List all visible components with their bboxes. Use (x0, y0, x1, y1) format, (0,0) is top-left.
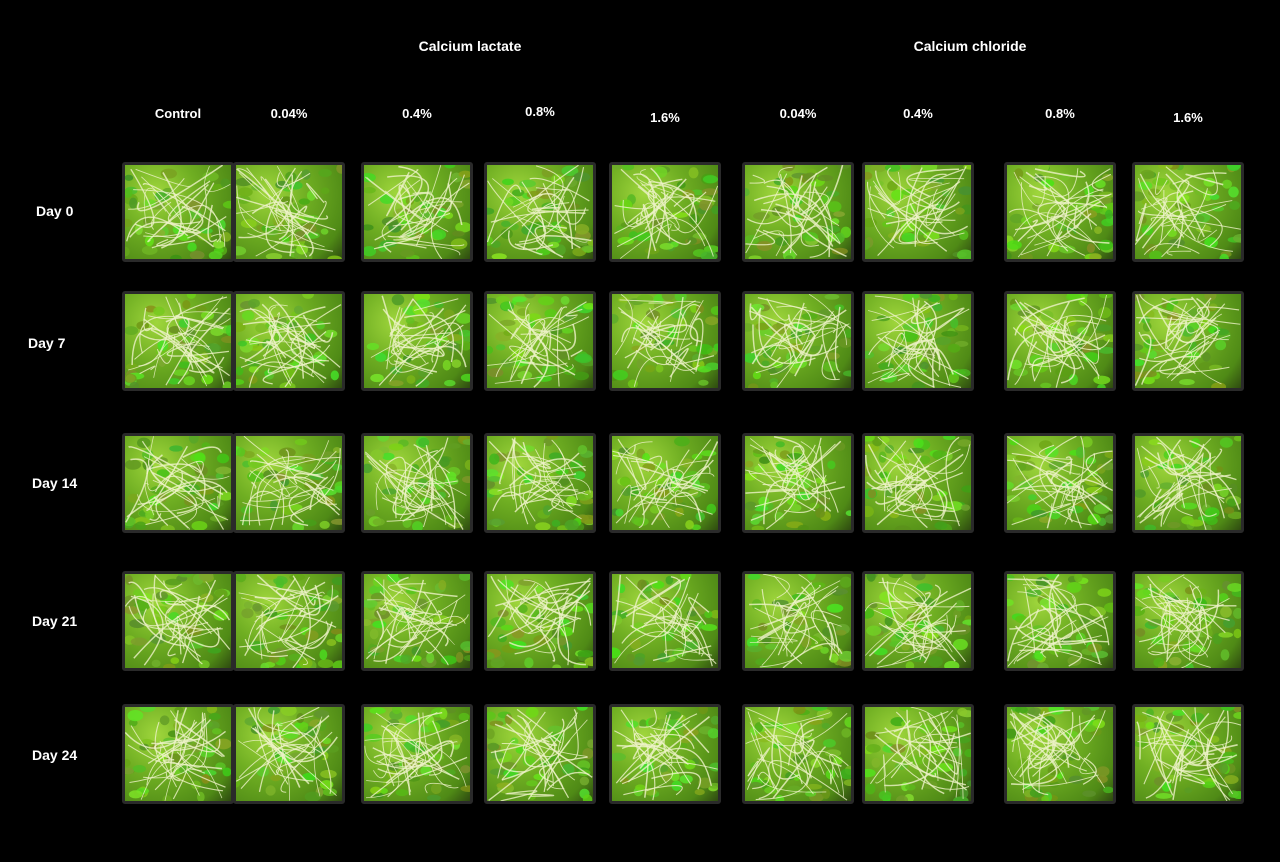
sprout-tray-photo (361, 291, 473, 391)
row-label: Day 21 (32, 613, 78, 629)
column-label: 0.8% (1045, 106, 1075, 121)
sprout-tray-photo (862, 704, 974, 804)
sprout-tray-photo (609, 162, 721, 262)
column-label: 0.4% (903, 106, 933, 121)
column-label: 0.04% (270, 106, 308, 121)
sprout-tray-photo (484, 433, 596, 533)
sprout-tray-photo (233, 291, 345, 391)
column-label: 1.6% (1173, 110, 1203, 125)
sprout-tray-photo (609, 571, 721, 671)
sprout-tray-photo (1132, 291, 1244, 391)
sprout-tray-photo (122, 291, 234, 391)
sprout-tray-photo (233, 433, 345, 533)
sprout-tray-photo (484, 162, 596, 262)
sprout-tray-photo (1004, 571, 1116, 671)
sprout-tray-photo (122, 162, 234, 262)
sprout-tray-photo (233, 704, 345, 804)
sprout-tray-photo (484, 291, 596, 391)
row-label: Day 24 (32, 747, 78, 763)
sprout-tray-photo (1004, 291, 1116, 391)
sprout-tray-photo (1132, 162, 1244, 262)
sprout-tray-photo (233, 571, 345, 671)
group-label-calcium-lactate: Calcium lactate (418, 38, 522, 54)
column-label: 0.8% (525, 104, 555, 119)
row-label: Day 14 (32, 475, 78, 491)
sprout-tray-photo (1004, 433, 1116, 533)
column-label: 0.4% (402, 106, 432, 121)
column-label: 1.6% (650, 110, 680, 125)
sprout-tray-photo (122, 704, 234, 804)
sprout-tray-photo (1004, 162, 1116, 262)
sprout-tray-photo (361, 571, 473, 671)
sprout-tray-photo (122, 571, 234, 671)
column-label: Control (154, 106, 202, 121)
sprout-tray-photo (862, 291, 974, 391)
sprout-tray-photo (361, 704, 473, 804)
sprout-tray-photo (1132, 433, 1244, 533)
sprout-tray-photo (484, 704, 596, 804)
sprout-tray-photo (609, 704, 721, 804)
sprout-tray-photo (484, 571, 596, 671)
sprout-tray-photo (742, 162, 854, 262)
sprout-tray-photo (1132, 704, 1244, 804)
sprout-tray-photo (862, 162, 974, 262)
sprout-tray-photo (742, 433, 854, 533)
sprout-tray-photo (122, 433, 234, 533)
sprout-tray-photo (609, 291, 721, 391)
column-label: 0.04% (779, 106, 817, 121)
row-label: Day 7 (28, 335, 66, 351)
sprout-tray-photo (862, 433, 974, 533)
sprout-tray-photo (1004, 704, 1116, 804)
sprout-tray-photo (862, 571, 974, 671)
sprout-tray-photo (742, 291, 854, 391)
sprout-tray-photo (1132, 571, 1244, 671)
sprout-tray-photo (742, 571, 854, 671)
row-label: Day 0 (36, 203, 74, 219)
sprout-tray-photo (609, 433, 721, 533)
sprout-tray-photo (361, 162, 473, 262)
sprout-tray-photo (233, 162, 345, 262)
sprout-tray-photo (742, 704, 854, 804)
group-label-calcium-chloride: Calcium chloride (913, 38, 1027, 54)
sprout-tray-photo (361, 433, 473, 533)
